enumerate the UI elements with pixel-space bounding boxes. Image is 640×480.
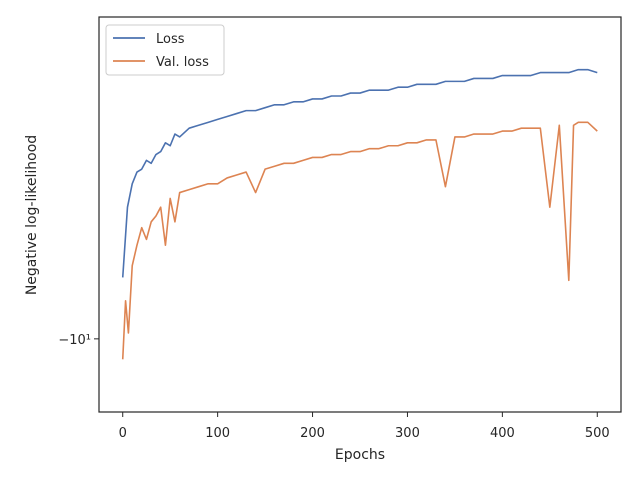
y-axis-label: Negative log-likelihood	[24, 135, 40, 295]
x-tick-label: 200	[300, 426, 325, 441]
x-tick-label: 400	[490, 426, 515, 441]
legend-label-loss: Loss	[156, 32, 185, 47]
plot-area	[121, 68, 598, 360]
x-tick-label: 300	[395, 426, 420, 441]
legend-label-val-loss: Val. loss	[156, 55, 209, 70]
legend: Loss Val. loss	[105, 24, 225, 76]
x-tick-label: 500	[585, 426, 610, 441]
y-axis-ticks: −10¹	[58, 333, 99, 348]
x-tick-label: 0	[119, 426, 127, 441]
series-line-val-loss	[121, 121, 598, 360]
series-line-loss	[121, 68, 598, 278]
x-tick-label: 100	[205, 426, 230, 441]
x-axis-ticks: 0 100 200 300 400 500	[119, 412, 610, 441]
x-axis-label: Epochs	[335, 447, 385, 463]
axes-frame	[98, 16, 622, 413]
y-tick-label: −10¹	[58, 333, 91, 348]
